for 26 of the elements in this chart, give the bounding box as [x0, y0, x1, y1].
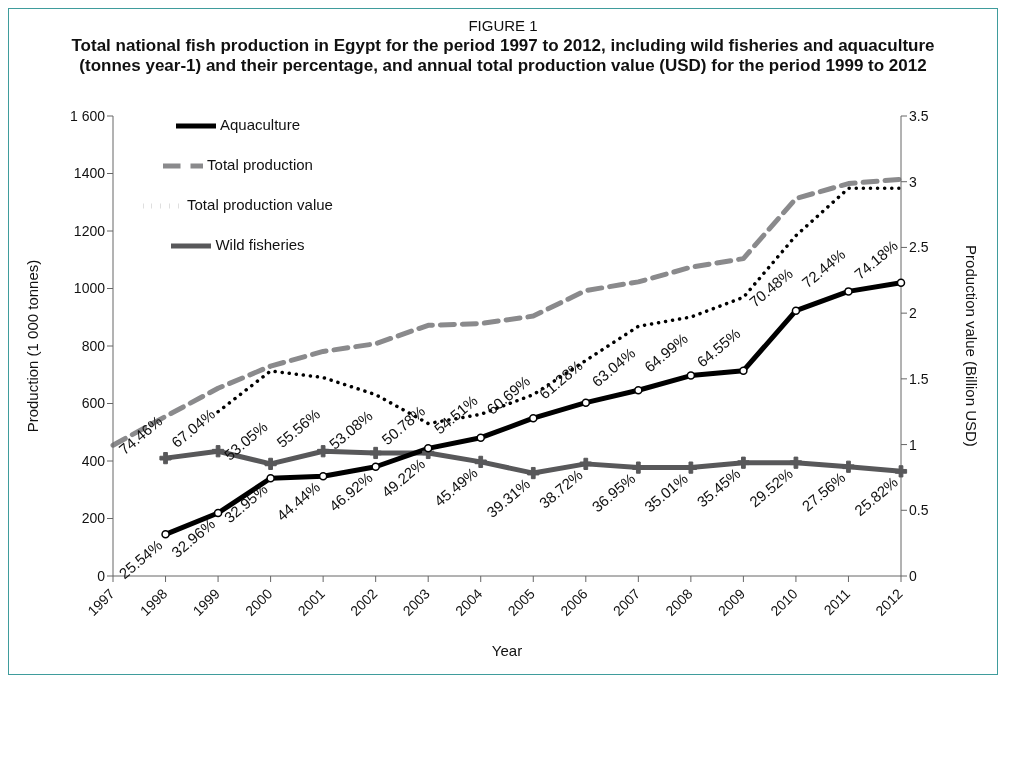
y-tick-label: 1000 — [73, 280, 106, 297]
chart-subtitle: FIGURE 1 — [467, 17, 539, 34]
y2-tick-label: 3.5 — [909, 107, 929, 124]
legend-label: Wild fisheries — [215, 235, 305, 253]
y-tick-label: 1200 — [73, 222, 106, 239]
y2-axis-title: Production value (Billion USD) — [962, 245, 980, 447]
y-tick-label: 1400 — [73, 165, 106, 182]
chart-title: Total national fish production in Egypt for the period 1997 to 2012, including wild fisheries and aquaculture (tonnes year-1) and their percentage, and annual total production value (USD) for the period 1999 to 2012 — [70, 36, 936, 76]
y-tick-label: 600 — [81, 395, 106, 412]
y2-tick-label: 3 — [909, 173, 917, 190]
y-tick-label: 800 — [81, 337, 106, 354]
y-tick-label: 200 — [81, 510, 106, 527]
legend-label: Total production value — [187, 195, 333, 213]
y-tick-label: 400 — [81, 452, 106, 469]
x-axis-title: Year — [491, 642, 523, 659]
y2-tick-label: 0 — [909, 567, 917, 584]
y-tick-label: 0 — [97, 567, 106, 584]
y2-tick-label: 2 — [909, 305, 917, 322]
y-tick-label: 1 600 — [69, 107, 106, 124]
y-axis-title: Production (1 000 tonnes) — [24, 259, 42, 433]
y2-tick-label: 2.5 — [909, 239, 929, 256]
y2-tick-label: 1.5 — [909, 370, 929, 387]
y2-tick-label: 1 — [909, 436, 917, 453]
legend-label: Aquaculture — [219, 115, 301, 133]
y2-tick-label: 0.5 — [909, 502, 929, 519]
legend-label: Total production — [207, 155, 313, 173]
